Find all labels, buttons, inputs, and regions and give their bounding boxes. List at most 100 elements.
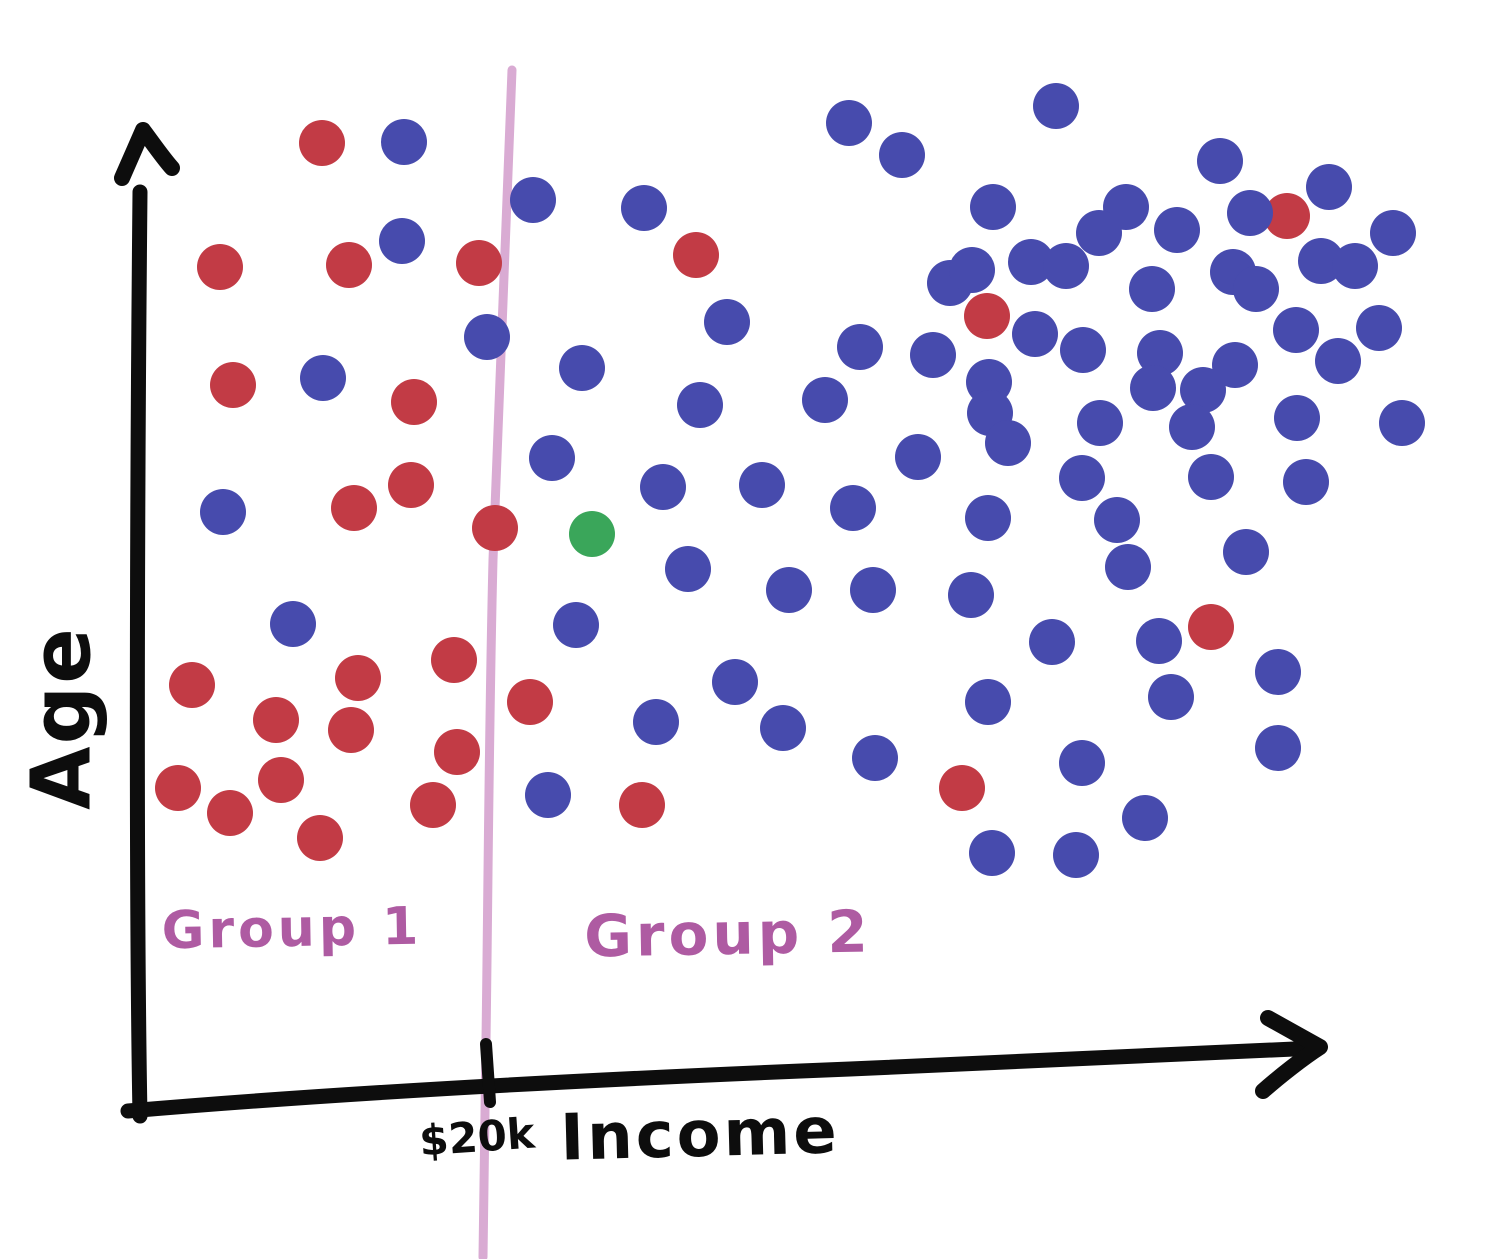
data-point-blue	[1137, 330, 1183, 376]
data-point-blue	[559, 345, 605, 391]
data-point-blue	[1356, 305, 1402, 351]
data-point-red	[964, 293, 1010, 339]
data-point-blue	[1094, 497, 1140, 543]
data-point-blue	[948, 572, 994, 618]
data-point-blue	[879, 132, 925, 178]
data-point-red	[472, 505, 518, 551]
data-point-blue	[1315, 338, 1361, 384]
data-point-red	[331, 485, 377, 531]
x-axis-label: Income	[559, 1094, 841, 1176]
data-point-red	[434, 729, 480, 775]
y-axis-label: Age	[14, 626, 110, 810]
data-point-blue	[529, 435, 575, 481]
data-point-blue	[1370, 210, 1416, 256]
data-point-blue	[1059, 740, 1105, 786]
data-point-blue	[1273, 307, 1319, 353]
data-point-blue	[200, 489, 246, 535]
data-point-blue	[1154, 207, 1200, 253]
data-point-blue	[766, 567, 812, 613]
data-point-blue	[1306, 164, 1352, 210]
data-point-blue	[1130, 365, 1176, 411]
data-point-red	[328, 707, 374, 753]
data-point-red	[456, 240, 502, 286]
data-point-blue	[381, 119, 427, 165]
data-point-blue	[949, 247, 995, 293]
data-point-blue	[1227, 190, 1273, 236]
data-point-blue	[1059, 455, 1105, 501]
data-point-blue	[837, 324, 883, 370]
data-point-blue	[802, 377, 848, 423]
decision-boundary-line	[478, 65, 517, 1259]
data-point-blue	[379, 218, 425, 264]
data-point-blue	[1223, 529, 1269, 575]
data-point-blue	[1105, 544, 1151, 590]
x-tick-label-20k: $20k	[417, 1108, 537, 1166]
x-axis	[120, 1040, 1324, 1119]
data-point-blue	[760, 705, 806, 751]
data-point-blue	[712, 659, 758, 705]
data-point-red	[431, 637, 477, 683]
x-axis-arrowhead-icon	[1255, 1010, 1328, 1099]
data-point-red	[326, 242, 372, 288]
data-points	[155, 83, 1425, 878]
data-point-blue	[895, 434, 941, 480]
data-point-blue	[1053, 832, 1099, 878]
data-point-blue	[1255, 649, 1301, 695]
data-point-blue	[621, 185, 667, 231]
data-point-red	[1188, 604, 1234, 650]
data-point-blue	[525, 772, 571, 818]
data-point-blue	[1060, 327, 1106, 373]
group2-label: Group 2	[583, 897, 873, 971]
data-point-red	[939, 765, 985, 811]
data-point-blue	[1283, 459, 1329, 505]
data-point-blue	[1298, 238, 1344, 284]
data-point-blue	[270, 601, 316, 647]
data-point-blue	[1129, 266, 1175, 312]
data-point-red	[299, 120, 345, 166]
data-point-red	[210, 362, 256, 408]
data-point-blue	[633, 699, 679, 745]
data-point-blue	[1274, 395, 1320, 441]
data-point-blue	[1212, 342, 1258, 388]
data-point-blue	[910, 332, 956, 378]
data-point-blue	[1122, 795, 1168, 841]
data-point-red	[1264, 193, 1310, 239]
data-point-red	[207, 790, 253, 836]
data-point-blue	[970, 184, 1016, 230]
data-point-blue	[300, 355, 346, 401]
data-point-blue	[665, 546, 711, 592]
data-point-blue	[1233, 266, 1279, 312]
data-point-blue	[1008, 239, 1054, 285]
data-point-blue	[1169, 404, 1215, 450]
data-point-blue	[1148, 674, 1194, 720]
data-point-blue	[985, 420, 1031, 466]
data-point-blue	[1188, 454, 1234, 500]
data-point-green	[569, 511, 615, 557]
data-point-blue	[510, 177, 556, 223]
data-point-blue	[704, 299, 750, 345]
data-point-blue	[965, 679, 1011, 725]
data-point-red	[410, 782, 456, 828]
data-point-blue	[464, 314, 510, 360]
data-point-blue	[1379, 400, 1425, 446]
data-point-blue	[1043, 243, 1089, 289]
data-point-blue	[850, 567, 896, 613]
data-point-blue	[553, 602, 599, 648]
data-point-blue	[1136, 618, 1182, 664]
data-point-blue	[1197, 138, 1243, 184]
data-point-red	[155, 765, 201, 811]
data-point-blue	[826, 100, 872, 146]
data-point-blue	[1255, 725, 1301, 771]
data-point-red	[673, 232, 719, 278]
data-point-blue	[969, 830, 1015, 876]
data-point-red	[169, 662, 215, 708]
x-axis-tick-20k	[480, 1038, 496, 1108]
data-point-blue	[1332, 243, 1378, 289]
data-point-blue	[640, 464, 686, 510]
data-point-red	[253, 697, 299, 743]
data-point-blue	[1012, 311, 1058, 357]
data-point-blue	[677, 382, 723, 428]
data-point-red	[197, 244, 243, 290]
